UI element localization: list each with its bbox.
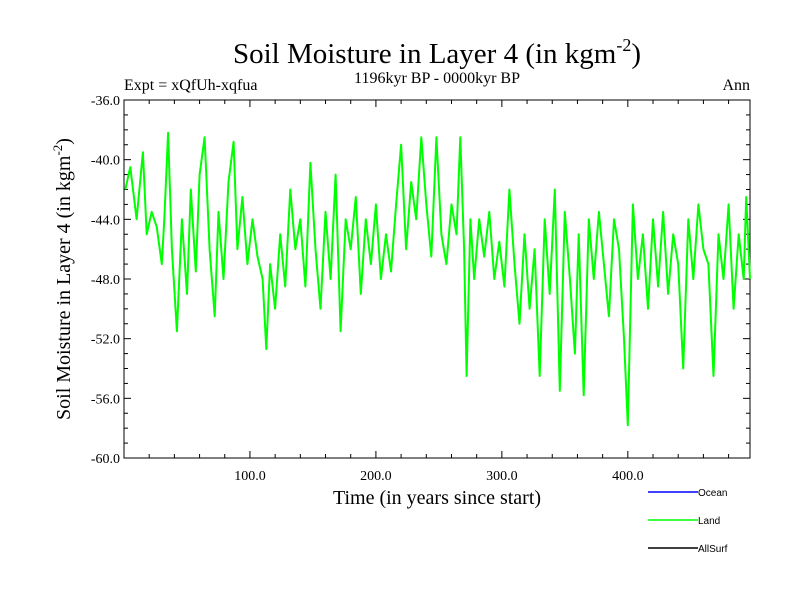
y-tick-label: -44.0 <box>91 213 120 228</box>
chart-title: Soil Moisture in Layer 4 (in kgm-2) <box>233 35 641 70</box>
y-axis-label: Soil Moisture in Layer 4 (in kgm-2) <box>50 138 75 420</box>
y-tick-label: -52.0 <box>91 333 120 348</box>
season-label: Ann <box>722 77 750 94</box>
legend-label-land: Land <box>698 516 720 527</box>
y-tick-label: -56.0 <box>91 392 120 407</box>
y-tick-label: -40.0 <box>91 154 120 169</box>
x-tick-label: 100.0 <box>234 469 266 484</box>
y-axis-label-superscript: -2 <box>50 145 65 156</box>
legend: Ocean Land AllSurf <box>648 488 728 555</box>
x-axis: 100.0 200.0 300.0 400.0 <box>148 100 730 484</box>
x-tick-label: 400.0 <box>612 469 644 484</box>
time-range-label: 1196kyr BP - 0000kyr BP <box>354 70 520 87</box>
x-tick-label: 300.0 <box>486 469 518 484</box>
y-tick-label: -36.0 <box>91 94 120 109</box>
x-tick-label: 200.0 <box>360 469 392 484</box>
series-line-land <box>124 131 751 427</box>
y-axis: -36.0 -40.0 -44.0 -48.0 -52.0 -56.0 -60.0 <box>91 94 750 467</box>
series-layer <box>124 131 751 427</box>
y-tick-label: -60.0 <box>91 452 120 467</box>
chart-title-superscript: -2 <box>616 35 631 55</box>
experiment-label: Expt = xQfUh-xqfua <box>124 77 257 94</box>
legend-label-ocean: Ocean <box>698 488 727 499</box>
legend-label-allsurf: AllSurf <box>698 544 728 555</box>
y-tick-label: -48.0 <box>91 273 120 288</box>
x-axis-label: Time (in years since start) <box>333 487 541 509</box>
